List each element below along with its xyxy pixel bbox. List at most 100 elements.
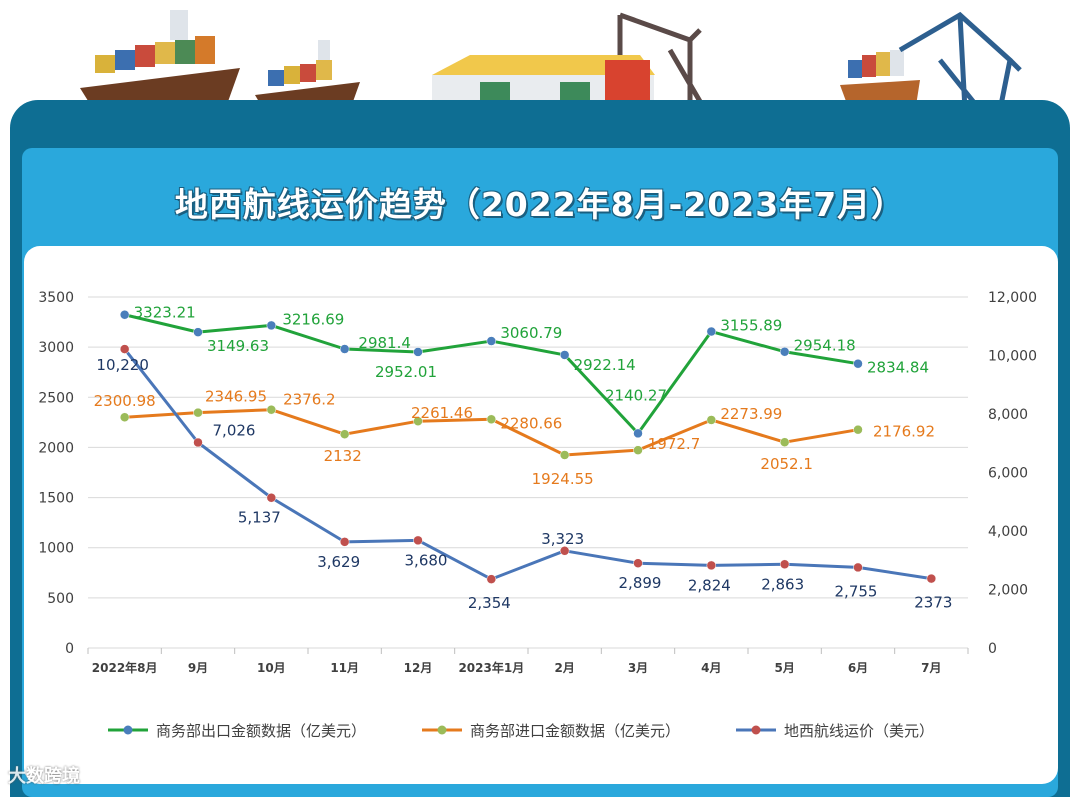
crane-icon [898, 11, 1022, 112]
data-point [266, 404, 277, 415]
data-point [559, 350, 570, 360]
data-label: 3149.63 [207, 337, 269, 355]
data-point [413, 347, 423, 357]
y-tick-label-left: 2500 [38, 390, 74, 406]
x-tick-label: 12月 [404, 661, 433, 675]
x-tick-label: 5月 [774, 661, 794, 675]
data-point [853, 424, 863, 435]
data-point [339, 344, 350, 354]
data-point [779, 559, 790, 570]
legend-label: 地西航线运价（美元） [784, 722, 934, 740]
y-tick-label-right: 6,000 [988, 466, 1028, 482]
y-tick-label-left: 3000 [38, 340, 74, 356]
x-tick-label: 2022年8月 [92, 660, 158, 675]
data-point [119, 309, 130, 320]
y-tick-label-left: 3500 [38, 290, 74, 306]
data-label: 7,026 [213, 421, 256, 439]
data-label: 2280.66 [500, 414, 562, 432]
data-label: 2376.2 [283, 391, 336, 409]
data-label: 2954.18 [794, 337, 856, 355]
data-point [266, 320, 277, 331]
data-label: 2261.46 [411, 404, 473, 422]
data-point [559, 450, 570, 460]
data-point [339, 537, 350, 547]
series-line [123, 348, 932, 581]
data-label: 2,899 [619, 574, 662, 592]
legend-marker [437, 725, 447, 735]
data-point [853, 358, 863, 369]
x-tick-label: 10月 [257, 661, 286, 675]
data-label: 3060.79 [500, 324, 562, 342]
data-point [413, 416, 423, 426]
data-point [559, 546, 570, 556]
data-label: 2300.98 [94, 392, 156, 410]
data-label: 2,354 [468, 594, 511, 612]
y-tick-label-right: 2,000 [988, 583, 1028, 599]
y-tick-label-left: 1500 [38, 491, 74, 507]
data-point [633, 428, 643, 439]
x-tick-label: 11月 [330, 661, 359, 675]
data-point [119, 412, 130, 422]
data-label: 2132 [324, 447, 362, 465]
chart-title: 地西航线运价趋势（2022年8月-2023年7月） [174, 185, 906, 224]
legend-label: 商务部进口金额数据（亿美元） [470, 722, 680, 740]
data-point [706, 560, 717, 571]
x-tick-label: 6月 [848, 661, 868, 675]
watermark: 大数跨境 [8, 766, 80, 787]
data-label: 2346.95 [205, 388, 267, 406]
data-point [193, 437, 203, 448]
y-tick-label-left: 1000 [38, 541, 74, 557]
data-label: 3155.89 [720, 317, 782, 335]
data-label: 2922.14 [574, 356, 636, 374]
data-label: 3,680 [405, 551, 448, 569]
data-label: 1924.55 [532, 470, 594, 488]
data-point [193, 327, 203, 337]
data-point [706, 326, 717, 337]
data-label: 3,323 [541, 530, 584, 548]
x-tick-label: 9月 [188, 661, 208, 675]
data-label: 5,137 [238, 509, 281, 527]
data-point [779, 437, 790, 447]
data-label: 2,755 [835, 582, 878, 600]
data-label: 2273.99 [720, 405, 782, 423]
data-label: 2373 [914, 594, 952, 612]
y-tick-label-right: 12,000 [988, 290, 1037, 306]
data-point [853, 562, 863, 573]
data-point [486, 414, 497, 425]
y-tick-label-right: 0 [988, 641, 997, 657]
data-point [119, 344, 130, 354]
y-tick-label-right: 4,000 [988, 524, 1028, 540]
x-tick-label: 3月 [628, 661, 648, 675]
data-label: 2834.84 [867, 359, 929, 377]
legend-marker [123, 725, 133, 735]
data-label: 3323.21 [134, 304, 196, 322]
data-point [193, 407, 203, 418]
data-label: 2052.1 [760, 455, 813, 473]
data-point [413, 535, 423, 546]
data-label: 3,629 [317, 553, 360, 571]
legend-marker [751, 725, 761, 735]
x-tick-label: 4月 [701, 661, 721, 675]
data-label: 3216.69 [282, 310, 344, 328]
data-point [486, 574, 497, 584]
data-label: 2981.4 [358, 334, 411, 352]
y-tick-label-left: 0 [65, 641, 74, 657]
data-point [633, 558, 643, 568]
x-tick-label: 7月 [921, 661, 941, 675]
data-point [633, 445, 643, 455]
legend-label: 商务部出口金额数据（亿美元） [156, 722, 366, 740]
data-label: 2140.27 [605, 386, 667, 404]
data-label: 10,220 [96, 356, 149, 374]
x-tick-label: 2月 [554, 661, 574, 675]
data-point [926, 573, 937, 584]
y-tick-label-right: 10,000 [988, 349, 1037, 365]
y-tick-label-right: 8,000 [988, 407, 1028, 423]
data-label: 2,863 [761, 575, 804, 593]
data-point [266, 492, 277, 503]
data-label: 1972.7 [648, 435, 701, 453]
data-label: 2952.01 [375, 363, 437, 381]
y-tick-label-left: 2000 [38, 440, 74, 456]
data-point [339, 429, 350, 439]
data-point [486, 336, 497, 346]
